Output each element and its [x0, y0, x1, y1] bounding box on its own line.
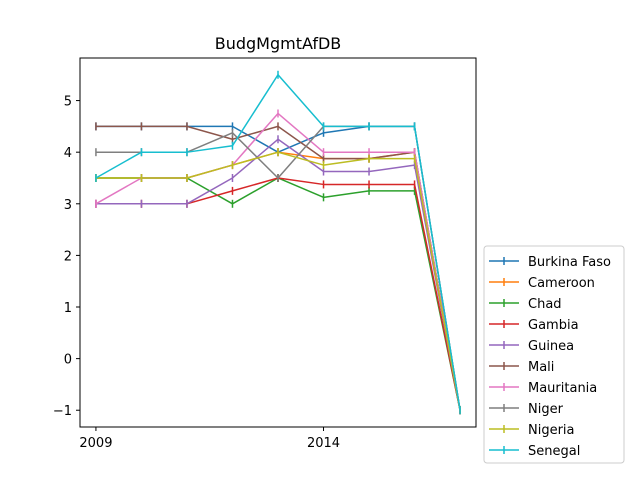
legend-item: Mauritania: [489, 381, 597, 396]
x-axis-ticks: 2009 2014: [79, 427, 340, 451]
x-tick-label: 2014: [307, 436, 340, 451]
legend-label: Mauritania: [528, 381, 597, 396]
legend-item: Cameroon: [489, 276, 595, 291]
legend-item: Chad: [489, 297, 562, 312]
y-tick-label: 5: [64, 95, 72, 110]
chart-title: BudgMgmtAfDB: [215, 34, 342, 53]
legend-item: Niger: [489, 402, 564, 417]
legend-label: Mali: [528, 360, 554, 375]
y-tick-label: 2: [64, 249, 72, 264]
y-axis-ticks: −1 0 1 2 3 4 5: [53, 95, 80, 419]
legend-label: Gambia: [528, 318, 579, 333]
legend-label: Cameroon: [528, 276, 595, 291]
y-tick-label: 1: [64, 301, 72, 316]
legend-label: Burkina Faso: [528, 255, 611, 270]
legend-item: Nigeria: [489, 423, 575, 438]
legend-item: Guinea: [489, 339, 574, 354]
legend-label: Niger: [528, 402, 564, 417]
legend-item: Gambia: [489, 318, 579, 333]
series-lines: [95, 70, 461, 415]
legend-label: Chad: [528, 297, 562, 312]
legend-item: Senegal: [489, 444, 580, 459]
y-tick-label: 3: [64, 198, 72, 213]
legend-label: Senegal: [528, 444, 580, 459]
legend-label: Guinea: [528, 339, 574, 354]
x-tick-label: 2009: [79, 436, 112, 451]
series-senegal: [95, 70, 461, 415]
legend-item: Burkina Faso: [489, 255, 611, 270]
legend-label: Nigeria: [528, 423, 575, 438]
y-tick-label: 0: [64, 353, 72, 368]
axes-frame: [79, 57, 477, 428]
y-tick-label: −1: [53, 404, 72, 419]
legend-item: Mali: [489, 360, 554, 375]
y-tick-label: 4: [64, 146, 72, 161]
legend: Burkina Faso Cameroon Chad Gambia Guinea Mali…: [483, 245, 625, 464]
